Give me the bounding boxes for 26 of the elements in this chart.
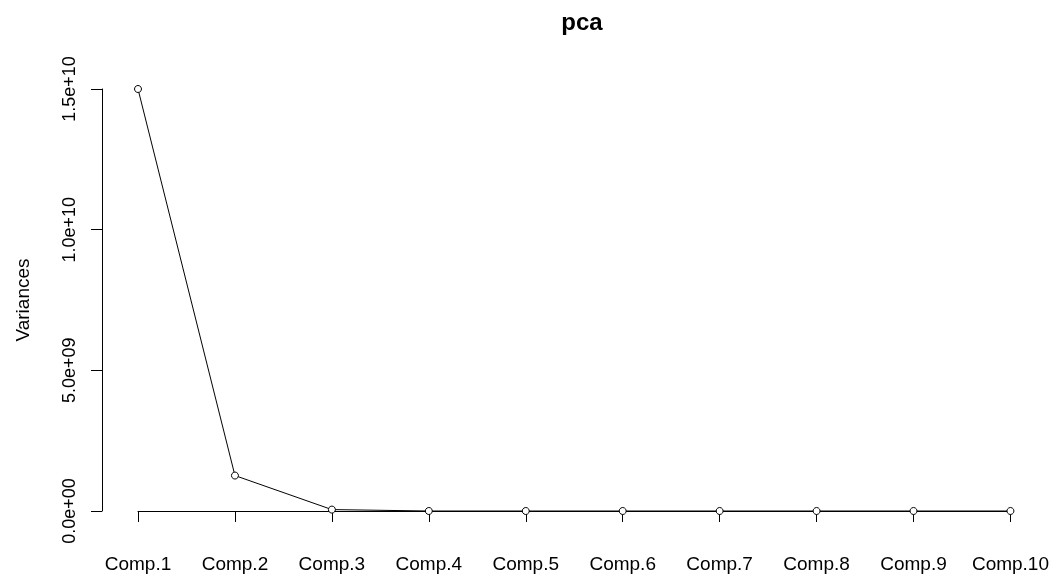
point — [1006, 507, 1015, 515]
point — [909, 507, 918, 515]
point — [715, 507, 724, 515]
x-tick-label: Comp.3 — [298, 553, 366, 574]
point — [618, 507, 627, 515]
y-tick-label: 1.0e+10 — [59, 196, 79, 263]
y-axis-title: Variances — [12, 258, 33, 342]
point — [812, 507, 821, 515]
x-tick-label: Comp.10 — [971, 553, 1050, 574]
x-tick-label: Comp.2 — [201, 553, 269, 574]
chart-title: pca — [561, 7, 604, 35]
point — [424, 507, 433, 515]
y-tick-label: 0.0e+00 — [59, 478, 79, 544]
point — [230, 471, 239, 480]
y-tick-label: 1.5e+10 — [59, 56, 79, 122]
point — [327, 505, 336, 514]
x-tick-label: Comp.8 — [783, 553, 850, 574]
x-tick-label: Comp.9 — [880, 553, 947, 574]
x-tick-label: Comp.6 — [589, 553, 656, 574]
x-tick-label: Comp.7 — [686, 553, 753, 574]
point — [521, 507, 530, 515]
x-tick-label: Comp.4 — [395, 553, 463, 574]
point — [134, 85, 142, 93]
x-tick-label: Comp.1 — [104, 553, 172, 574]
y-tick-label: 5.0e+09 — [59, 337, 79, 404]
x-tick-label: Comp.5 — [492, 553, 560, 574]
